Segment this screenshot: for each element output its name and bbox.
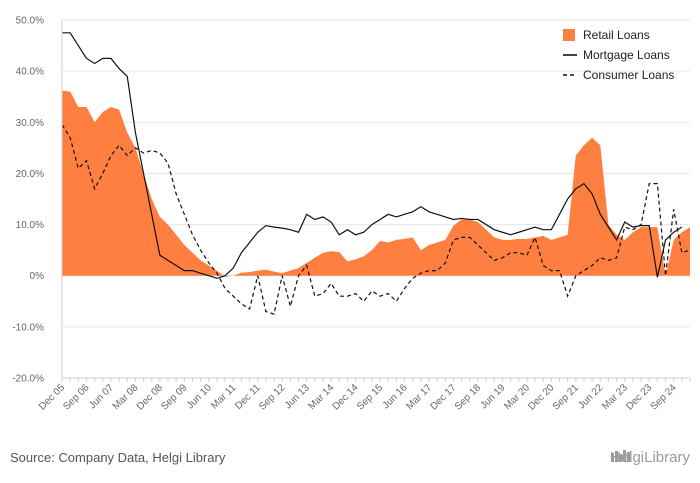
y-tick-label: -20.0% (12, 374, 44, 385)
y-tick-label: 30.0% (16, 118, 44, 129)
brand-watermark: HelgiLibrary (610, 449, 690, 466)
y-tick-label: 0% (30, 271, 45, 282)
series-layer (61, 32, 691, 315)
area-retail-loans (62, 90, 690, 277)
x-tick-label: Sep 21 (551, 382, 581, 412)
x-tick-label: Mar 11 (209, 382, 239, 412)
x-tick-label: Dec 17 (428, 382, 458, 412)
x-tick-label: Dec 05 (37, 382, 67, 412)
line-mortgage-loans (62, 32, 683, 279)
library-logo-icon (610, 450, 630, 462)
y-tick-label: 20.0% (16, 169, 44, 180)
line-consumer-loans (61, 124, 691, 315)
x-tick-label: Sep 12 (257, 382, 287, 412)
x-tick-label: Sep 15 (355, 382, 385, 412)
y-tick-label: 50.0% (16, 16, 44, 27)
x-tick-label: Dec 08 (135, 382, 165, 412)
x-tick-label: Sep 06 (61, 382, 91, 412)
legend-label: Retail Loans (583, 28, 650, 42)
legend-label: Consumer Loans (583, 68, 674, 82)
x-tick-label: Sep 18 (453, 382, 483, 412)
x-tick-label: Dec 14 (331, 382, 361, 412)
x-tick-label: Sep 09 (159, 382, 189, 412)
legend: Retail Loans Mortgage Loans Consumer Loans (563, 28, 674, 82)
x-tick-label: Jun 10 (185, 382, 214, 411)
y-tick-label: 40.0% (16, 67, 44, 78)
legend-label: Mortgage Loans (583, 48, 670, 62)
brand-name: HelgiLibrary (609, 449, 690, 466)
x-tick-label: Sep 24 (649, 382, 679, 412)
x-tick-label: Dec 23 (624, 382, 654, 412)
source-note: Source: Company Data, Helgi Library (10, 450, 226, 465)
y-tick-label: 10.0% (16, 220, 44, 231)
y-tick-label: -10.0% (12, 322, 44, 333)
legend-swatch-retail-loans (563, 29, 575, 41)
x-tick-label: Dec 20 (526, 382, 556, 412)
